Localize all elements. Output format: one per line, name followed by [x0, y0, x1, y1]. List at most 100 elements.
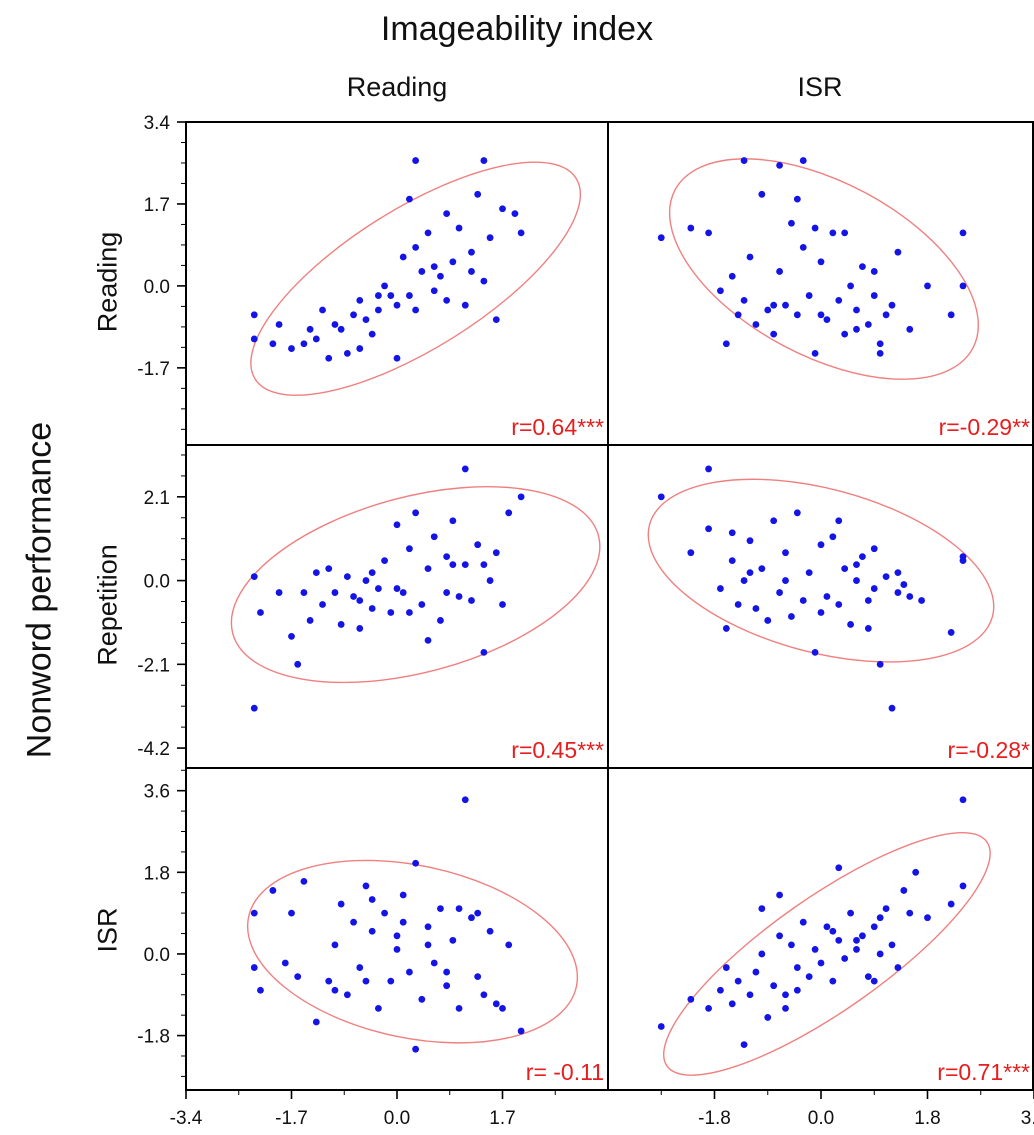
y-tick-label-p3-2: -2.1 — [137, 655, 170, 676]
data-point-p1-35 — [474, 190, 482, 198]
data-point-p2-27 — [859, 263, 866, 271]
data-point-p2-13 — [776, 268, 783, 275]
x-tick-label-p6-0: -1.8 — [698, 1108, 731, 1129]
data-point-p1-22 — [406, 292, 413, 299]
y-tick-label-p1-0: 3.4 — [144, 113, 171, 134]
data-point-p3-2 — [257, 609, 264, 616]
data-point-p3-26 — [430, 533, 438, 541]
x-tick-label-p5-3: 1.7 — [489, 1108, 515, 1129]
data-point-p2-17 — [799, 243, 807, 251]
data-point-p3-27 — [437, 617, 444, 624]
data-point-p1-27 — [430, 287, 438, 295]
data-point-p4-17 — [799, 597, 807, 604]
data-point-p4-11 — [764, 617, 772, 624]
data-point-p2-8 — [746, 253, 754, 261]
data-point-p5-36 — [492, 1000, 500, 1008]
data-point-p6-32 — [888, 941, 896, 949]
data-point-p1-13 — [350, 311, 357, 319]
data-point-p4-34 — [906, 593, 914, 600]
data-point-p4-33 — [894, 589, 902, 596]
data-point-p4-43 — [894, 569, 902, 577]
data-point-p2-33 — [894, 248, 902, 256]
data-point-p6-41 — [776, 891, 783, 899]
data-point-p6-31 — [882, 905, 890, 912]
data-point-p5-5 — [288, 909, 295, 917]
data-point-p2-3 — [717, 287, 724, 295]
data-point-p1-30 — [443, 296, 451, 304]
data-point-p1-1 — [250, 335, 258, 343]
data-point-p1-5 — [300, 340, 308, 348]
data-point-p1-4 — [288, 345, 295, 352]
data-point-p2-26 — [853, 306, 860, 314]
data-point-p1-31 — [449, 258, 457, 266]
data-point-p1-0 — [250, 311, 258, 319]
data-point-p4-5 — [728, 557, 736, 565]
data-point-p5-38 — [505, 941, 513, 949]
data-point-p6-24 — [841, 955, 849, 962]
data-point-p5-1 — [250, 964, 258, 971]
data-point-p6-2 — [705, 1004, 712, 1012]
data-point-p4-1 — [687, 549, 695, 557]
y-tick-label-p1-1: 1.7 — [144, 195, 170, 216]
data-point-p3-21 — [399, 589, 407, 596]
data-point-p1-47 — [430, 263, 438, 271]
data-point-p6-4 — [722, 964, 730, 971]
data-point-p5-33 — [474, 973, 482, 981]
data-point-p1-9 — [325, 354, 333, 362]
data-point-p4-15 — [788, 613, 795, 620]
data-point-p6-6 — [734, 977, 742, 985]
data-point-p3-25 — [424, 565, 432, 573]
data-point-p3-39 — [517, 493, 525, 501]
data-point-p4-40 — [728, 529, 736, 537]
y-tick-label-p1-3: -1.7 — [137, 359, 170, 380]
data-point-p5-27 — [437, 905, 444, 912]
data-point-p1-43 — [406, 195, 413, 203]
x-tick-label-p5-0: -3.4 — [170, 1108, 203, 1129]
data-point-p5-45 — [331, 986, 339, 994]
data-point-p4-23 — [835, 601, 843, 608]
data-point-p5-37 — [499, 1004, 506, 1012]
data-point-p4-21 — [823, 593, 831, 600]
data-point-p3-15 — [362, 577, 370, 584]
data-point-p5-2 — [257, 986, 264, 994]
data-point-p4-28 — [864, 597, 872, 604]
data-point-p6-21 — [823, 923, 831, 931]
data-point-p6-27 — [859, 932, 866, 940]
data-point-p5-25 — [424, 923, 432, 931]
y-tick-label-p3-1: 0.0 — [144, 572, 170, 593]
data-point-p2-43 — [811, 224, 819, 232]
data-point-p6-48 — [782, 1004, 789, 1012]
data-point-p2-1 — [687, 224, 695, 232]
data-point-p6-30 — [876, 950, 884, 958]
column-title-isr: ISR — [797, 72, 843, 102]
data-point-p3-46 — [449, 561, 457, 569]
data-point-p5-46 — [443, 968, 451, 976]
data-point-p1-42 — [393, 354, 401, 362]
correlation-label-p1: r=0.64*** — [511, 414, 604, 440]
data-point-p6-34 — [900, 887, 908, 894]
data-point-p2-6 — [734, 311, 742, 319]
data-point-p3-22 — [406, 545, 413, 553]
data-point-p3-48 — [300, 589, 308, 596]
data-point-p3-45 — [368, 569, 376, 577]
data-point-p1-34 — [468, 248, 475, 256]
confidence-ellipse-p1 — [250, 161, 582, 396]
data-point-p5-8 — [312, 1018, 320, 1026]
data-point-p4-27 — [859, 553, 866, 561]
data-point-p4-39 — [705, 465, 712, 473]
data-point-p4-0 — [657, 493, 665, 501]
data-point-p4-22 — [829, 533, 837, 541]
data-point-p5-30 — [455, 1004, 463, 1012]
x-tick-label-p6-3: 3.6 — [1021, 1108, 1034, 1129]
data-point-p6-5 — [728, 1000, 736, 1008]
confidence-ellipse-p6 — [663, 832, 991, 1076]
data-point-p1-37 — [486, 234, 494, 242]
data-point-p1-23 — [412, 243, 420, 251]
data-point-p5-9 — [325, 977, 333, 985]
y-tick-label-p5-1: 1.8 — [144, 863, 170, 884]
data-point-p3-3 — [275, 589, 283, 596]
data-point-p6-45 — [793, 986, 801, 994]
data-point-p6-28 — [864, 973, 872, 981]
data-point-p6-1 — [687, 995, 695, 1003]
